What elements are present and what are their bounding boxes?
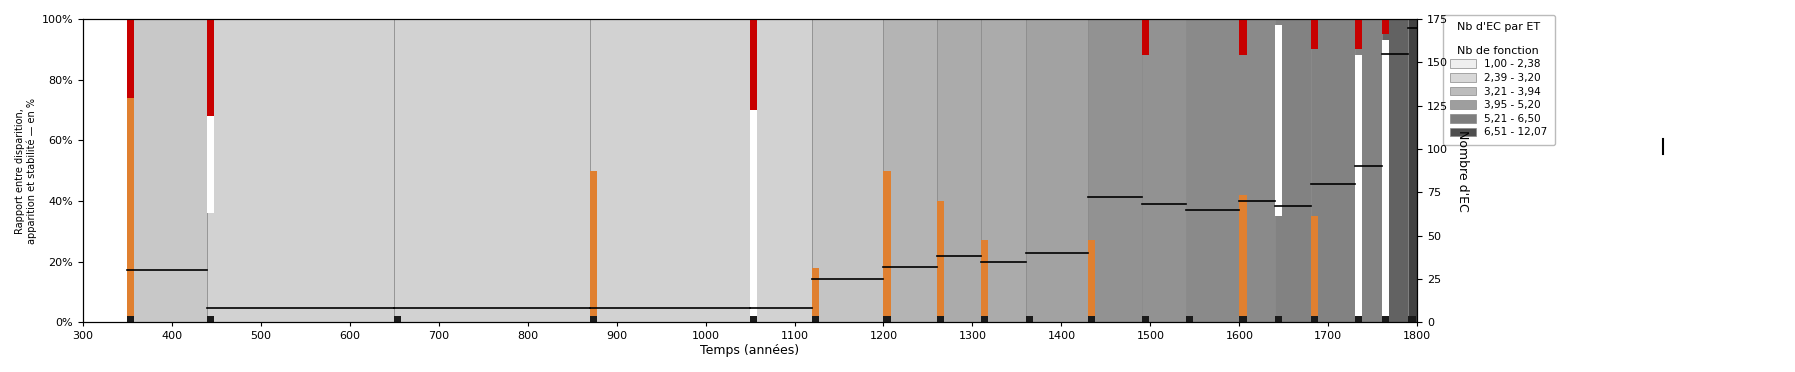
Bar <box>937 201 944 316</box>
Y-axis label: Nombre d'EC: Nombre d'EC <box>1456 130 1468 211</box>
Bar <box>206 19 395 322</box>
Bar <box>883 19 937 322</box>
Bar <box>1382 40 1389 316</box>
Bar <box>750 19 813 322</box>
Bar <box>1355 55 1362 316</box>
Bar <box>1088 316 1095 322</box>
Bar <box>1142 316 1149 322</box>
Bar <box>1382 19 1389 34</box>
Bar <box>1310 216 1318 316</box>
Bar <box>1027 316 1032 322</box>
Bar <box>982 240 989 316</box>
Legend: 1,00 - 2,38, 2,39 - 3,20, 3,21 - 3,94, 3,95 - 5,20, 5,21 - 6,50, 6,51 - 12,07: 1,00 - 2,38, 2,39 - 3,20, 3,21 - 3,94, 3… <box>1443 15 1554 145</box>
Bar <box>395 19 591 322</box>
Bar <box>127 19 206 322</box>
Bar <box>1239 195 1246 316</box>
Bar <box>1355 19 1362 49</box>
Bar <box>127 316 135 322</box>
Bar <box>982 19 1027 322</box>
Bar <box>1355 316 1362 322</box>
Bar <box>1142 19 1186 322</box>
Bar <box>1239 316 1246 322</box>
Bar <box>883 316 890 322</box>
Bar <box>1409 316 1416 322</box>
Bar <box>395 316 402 322</box>
Bar <box>1239 19 1274 322</box>
Bar <box>1239 19 1246 55</box>
Bar <box>883 171 890 316</box>
Bar <box>206 116 214 213</box>
Bar <box>1274 25 1282 216</box>
Bar <box>1409 19 1418 322</box>
Bar <box>1310 19 1318 49</box>
Bar <box>1310 316 1318 322</box>
Bar <box>937 19 982 322</box>
Bar <box>1088 19 1142 322</box>
Bar <box>1186 316 1194 322</box>
Bar <box>206 19 214 116</box>
Bar <box>1186 19 1239 322</box>
Bar <box>982 316 989 322</box>
Bar <box>750 110 757 316</box>
Bar <box>206 316 214 322</box>
Bar <box>1274 316 1282 322</box>
Bar <box>813 316 820 322</box>
Bar <box>750 316 757 322</box>
Bar <box>127 19 135 98</box>
Bar <box>1382 316 1389 322</box>
Bar <box>591 316 598 322</box>
Y-axis label: Rapport entre disparition,
apparition et stabilité — en %: Rapport entre disparition, apparition et… <box>14 97 38 244</box>
Bar <box>1310 19 1355 322</box>
Bar <box>1355 19 1382 322</box>
Bar <box>1088 240 1095 316</box>
X-axis label: Temps (années): Temps (années) <box>700 344 799 357</box>
Bar <box>813 19 883 322</box>
Bar <box>591 171 598 316</box>
Bar <box>127 98 135 316</box>
Bar <box>937 316 944 322</box>
Bar <box>591 19 750 322</box>
Bar <box>813 267 820 316</box>
Bar <box>1142 19 1149 55</box>
Bar <box>1274 19 1310 322</box>
Bar <box>750 19 757 110</box>
Bar <box>1382 19 1409 322</box>
Bar <box>1027 19 1088 322</box>
